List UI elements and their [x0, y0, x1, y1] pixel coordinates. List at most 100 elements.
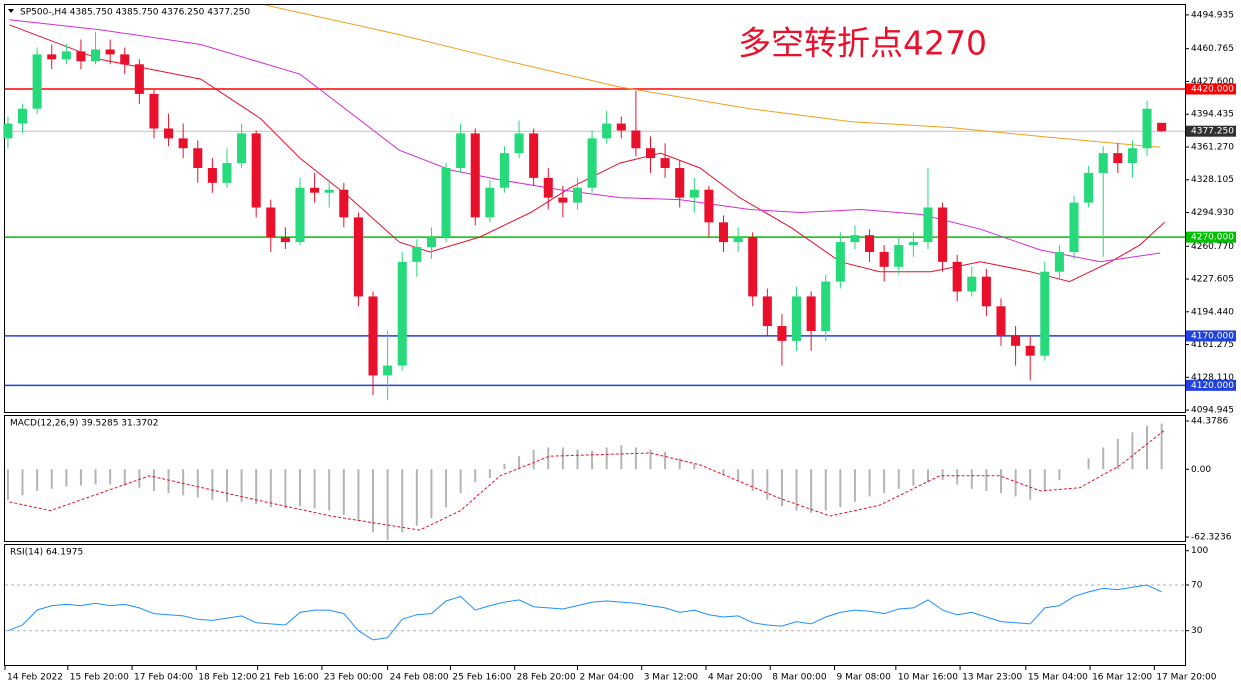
- candle-body: [383, 365, 393, 376]
- candle-body: [397, 261, 407, 366]
- y-tick-label: 4294.930: [1191, 208, 1234, 218]
- candle-body: [456, 133, 466, 168]
- menu-arrow[interactable]: [8, 9, 14, 13]
- x-tick-label: 17 Feb 04:00: [134, 673, 193, 683]
- y-tick-label: 4161.275: [1191, 340, 1234, 350]
- candle-body: [1142, 108, 1152, 149]
- candle-body: [1084, 172, 1094, 203]
- candle-body: [529, 133, 539, 178]
- candle-body: [1011, 335, 1021, 346]
- candle-body: [616, 123, 626, 131]
- candle-body: [908, 242, 918, 246]
- candle-body: [689, 189, 699, 198]
- candle-body: [952, 261, 962, 292]
- candle-body: [981, 276, 991, 307]
- candle-body: [280, 237, 290, 243]
- candle-body: [865, 235, 875, 252]
- x-tick-label: 15 Mar 04:00: [1028, 673, 1088, 683]
- candle-body: [821, 281, 831, 331]
- current-price-tag: [1186, 125, 1236, 137]
- panel-title: SP500-,H4 4385.750 4385.750 4376.250 437…: [20, 8, 250, 18]
- x-tick-label: 13 Mar 23:00: [962, 673, 1022, 683]
- y-tick-label: 4494.935: [1191, 10, 1234, 20]
- y-tick-label: 4227.605: [1191, 275, 1234, 285]
- candle-body: [558, 197, 568, 203]
- candle-body: [748, 237, 758, 297]
- moving-average: [9, 24, 1165, 283]
- macd-panel-frame: [4, 415, 1186, 542]
- y-tick-label: 100: [1191, 546, 1208, 556]
- level-tag: [1186, 231, 1236, 243]
- y-tick-label: 4394.435: [1191, 110, 1234, 120]
- x-tick-label: 2 Mar 04:00: [579, 673, 634, 683]
- y-tick-label: 30: [1191, 626, 1203, 636]
- annotation: 多空转折点4270: [738, 24, 987, 63]
- rsi-line: [7, 584, 1162, 641]
- candle-body: [310, 187, 320, 193]
- x-tick-label: 21 Feb 16:00: [260, 673, 319, 683]
- x-tick-label: 18 Feb 12:00: [198, 673, 257, 683]
- candle-body: [1069, 202, 1079, 252]
- y-tick-label: -62.3236: [1191, 533, 1232, 543]
- candle-body: [222, 163, 232, 183]
- candle-body: [353, 217, 363, 297]
- y-tick-label: 70: [1191, 581, 1203, 591]
- candle-body: [3, 123, 13, 139]
- candle-body: [295, 187, 305, 243]
- candle-body: [412, 247, 422, 262]
- plot-layer: 4494.935 4460.765 4427.600 4394.435 4361.270…: [3, 4, 1236, 683]
- x-tick-label: 9 Mar 08:00: [837, 673, 892, 683]
- candle-body: [879, 251, 889, 267]
- candle-body: [32, 54, 42, 109]
- main-panel-frame: [4, 4, 1186, 413]
- candle-body: [1025, 345, 1035, 356]
- x-tick-label: 23 Feb 00:00: [324, 673, 383, 683]
- y-tick-label: 4427.600: [1191, 77, 1234, 87]
- y-tick-label: 4194.440: [1191, 307, 1234, 317]
- candle-body: [441, 167, 451, 238]
- moving-average: [9, 19, 1161, 263]
- y-tick-label: 4094.945: [1191, 406, 1234, 416]
- candle-body: [660, 158, 670, 168]
- candle-body: [1040, 271, 1050, 356]
- candle-body: [996, 306, 1006, 336]
- y-tick-label: 4361.270: [1191, 142, 1234, 152]
- candle-body: [792, 296, 802, 341]
- candle-body: [91, 49, 101, 62]
- candle-body: [923, 207, 933, 243]
- candle-body: [105, 49, 115, 55]
- x-tick-label: 24 Feb 08:00: [390, 673, 449, 683]
- candle-body: [499, 153, 509, 188]
- x-tick-label: 16 Mar 12:00: [1092, 673, 1152, 683]
- candle-body: [76, 51, 86, 62]
- candle-body: [1098, 153, 1108, 173]
- candle-body: [704, 189, 714, 223]
- macd-signal: [9, 429, 1165, 531]
- candle-body: [193, 148, 203, 168]
- candle-body: [1054, 251, 1064, 272]
- candle-body: [164, 128, 174, 139]
- candle-body: [368, 296, 378, 376]
- x-tick-label: 8 Mar 00:00: [772, 673, 827, 683]
- candle-body: [967, 276, 977, 292]
- candle-body: [733, 237, 743, 243]
- x-tick-label: 10 Mar 16:00: [898, 673, 958, 683]
- candle-body: [631, 130, 641, 149]
- candle-body: [134, 64, 144, 94]
- y-tick-label: 4460.765: [1191, 44, 1234, 54]
- x-tick-label: 28 Feb 20:00: [517, 673, 576, 683]
- x-tick-label: 15 Feb 20:00: [70, 673, 129, 683]
- candle-body: [850, 235, 860, 243]
- candle-body: [572, 187, 583, 203]
- candle-body: [806, 296, 816, 331]
- level-tag: [1186, 379, 1236, 391]
- candle-body: [17, 108, 28, 124]
- candle-body: [339, 189, 349, 218]
- candle-body: [266, 207, 276, 238]
- level-label: 4120.000: [1191, 381, 1234, 391]
- x-tick-label: 25 Feb 16:00: [452, 673, 511, 683]
- x-tick-label: 14 Feb 2022: [7, 673, 63, 683]
